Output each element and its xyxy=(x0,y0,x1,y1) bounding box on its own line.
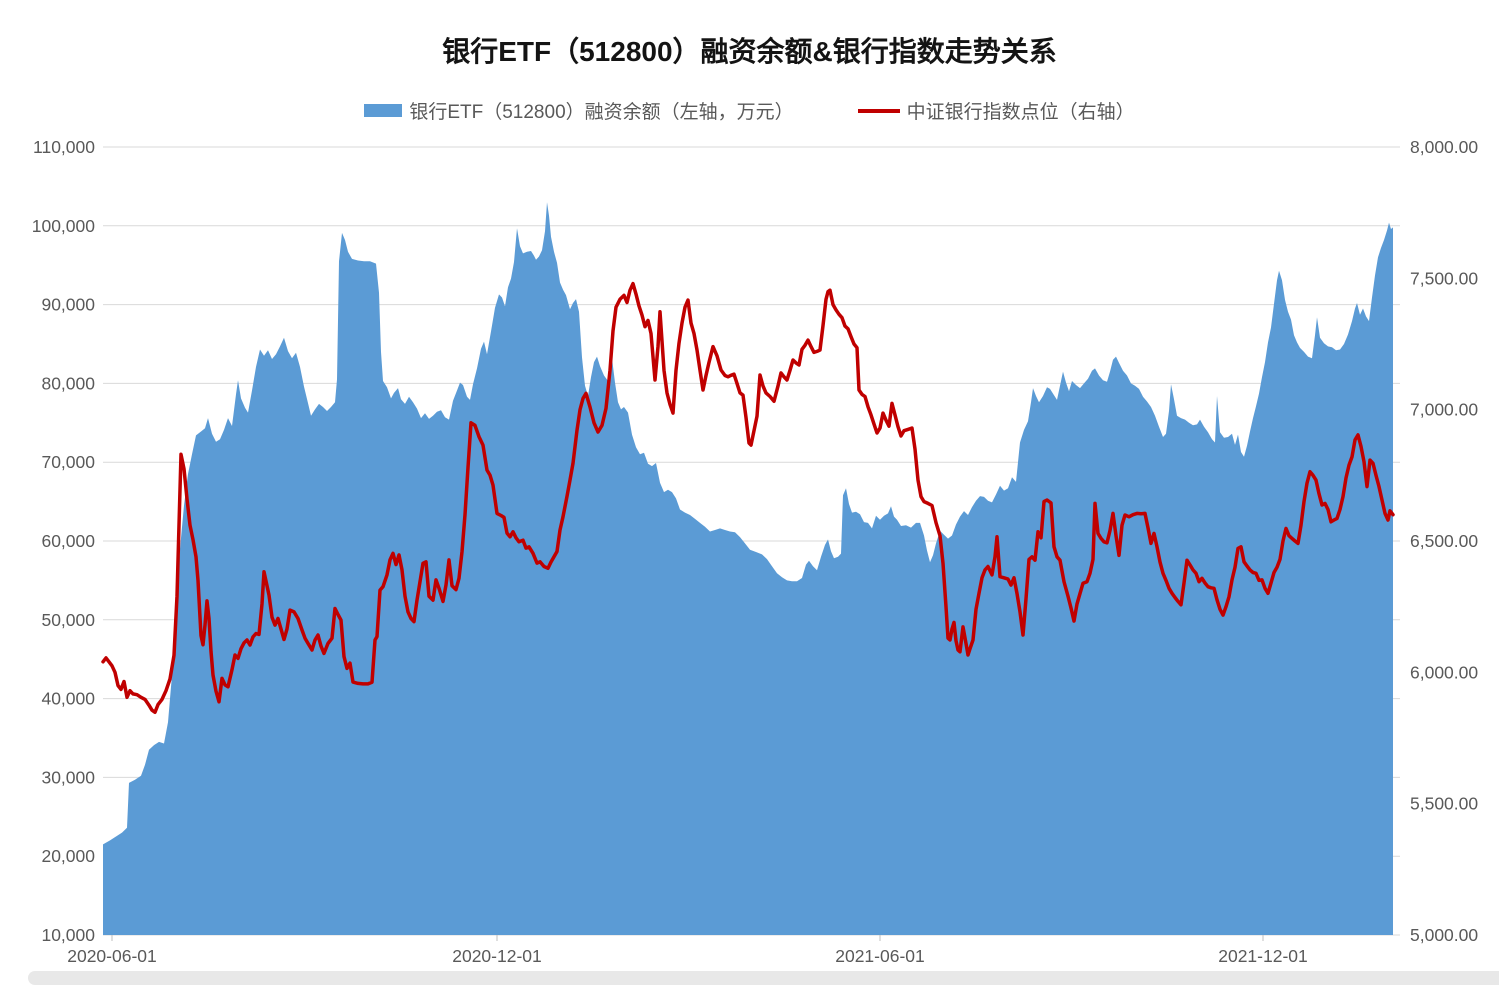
left-axis-tick-label: 60,000 xyxy=(41,531,95,551)
x-axis-tick-label: 2020-06-01 xyxy=(67,946,157,966)
right-axis-tick-label: 8,000.00 xyxy=(1410,137,1478,157)
left-axis-tick-label: 50,000 xyxy=(41,610,95,630)
left-axis-tick-label: 100,000 xyxy=(32,216,96,236)
chart-legend: 银行ETF（512800）融资余额（左轴，万元） 中证银行指数点位（右轴） xyxy=(0,97,1499,124)
right-axis-tick-label: 5,500.00 xyxy=(1410,794,1478,814)
area-series-swatch-icon xyxy=(364,104,403,117)
line-series-swatch-icon xyxy=(857,108,900,113)
left-axis-tick-label: 10,000 xyxy=(41,925,95,945)
right-axis-tick-label: 7,500.00 xyxy=(1410,268,1478,288)
line-series-label: 中证银行指数点位（右轴） xyxy=(906,102,1135,123)
chart-title: 银行ETF（512800）融资余额&银行指数走势关系 xyxy=(442,36,1057,67)
window-edge-bar xyxy=(28,971,1499,985)
left-axis-tick-label: 70,000 xyxy=(41,452,95,472)
left-axis-tick-label: 40,000 xyxy=(41,689,95,709)
legend-item-bank-index: 中证银行指数点位（右轴） xyxy=(857,97,1135,124)
x-axis-tick-label: 2021-12-01 xyxy=(1218,946,1308,966)
bank-index-line xyxy=(101,281,1395,715)
left-axis-tick-label: 20,000 xyxy=(41,846,95,866)
x-axis-tick-label: 2020-12-01 xyxy=(452,946,542,966)
financing-balance-area xyxy=(103,202,1393,935)
right-axis-tick-label: 5,000.00 xyxy=(1410,925,1478,945)
right-axis-tick-label: 6,500.00 xyxy=(1410,531,1478,551)
area-series-label: 银行ETF（512800）融资余额（左轴，万元） xyxy=(409,102,794,123)
legend-item-financing-balance: 银行ETF（512800）融资余额（左轴，万元） xyxy=(364,97,794,124)
left-axis-tick-label: 30,000 xyxy=(41,767,95,787)
right-axis-tick-label: 6,000.00 xyxy=(1410,662,1478,682)
left-axis-tick-label: 110,000 xyxy=(33,137,95,157)
left-axis-tick-label: 90,000 xyxy=(41,295,95,315)
x-axis-tick-label: 2021-06-01 xyxy=(835,946,925,966)
left-axis-tick-label: 80,000 xyxy=(41,373,95,393)
right-axis-tick-label: 7,000.00 xyxy=(1410,400,1478,420)
